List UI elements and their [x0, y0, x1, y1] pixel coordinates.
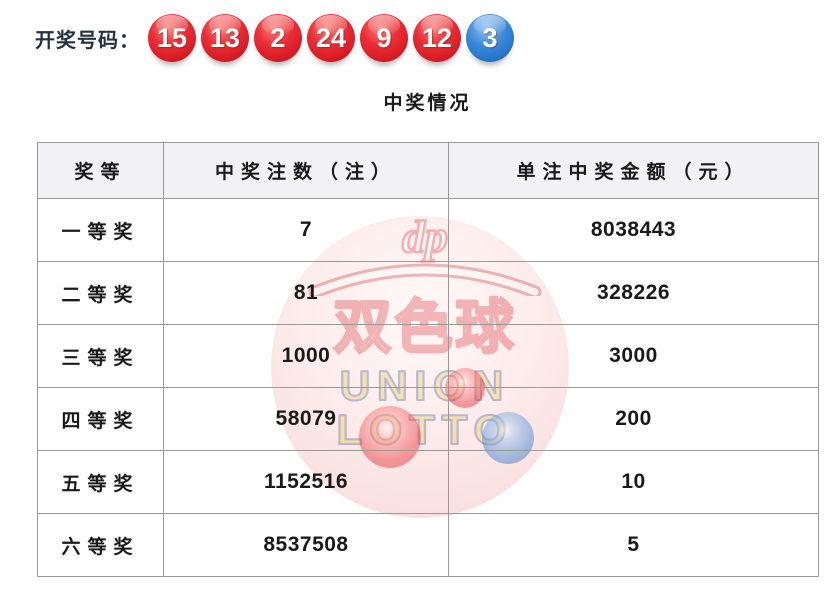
table-row-first-prize: 一等奖 7 8038443 — [37, 198, 819, 262]
prize-amount-cell: 3000 — [448, 324, 819, 388]
red-ball-1: 15 — [148, 14, 196, 62]
ball-number: 24 — [315, 22, 347, 53]
prize-level-cell: 三等奖 — [37, 324, 164, 388]
prize-amount-cell: 8038443 — [448, 198, 819, 262]
winning-bets-cell: 8537508 — [163, 513, 449, 577]
prize-level-cell: 四等奖 — [37, 387, 164, 451]
prize-amount-cell: 328226 — [448, 261, 819, 325]
table-row-fourth-prize: 四等奖 58079 200 — [37, 387, 819, 451]
red-ball-6: 12 — [413, 14, 461, 62]
ball-number: 12 — [421, 22, 453, 53]
col-header-prize-amount: 单注中奖金额（元） — [448, 142, 819, 199]
blue-ball: 3 — [466, 14, 514, 62]
winning-bets-cell: 58079 — [163, 387, 449, 451]
table-row-sixth-prize: 六等奖 8537508 5 — [37, 513, 819, 577]
table-row-fifth-prize: 五等奖 1152516 10 — [37, 450, 819, 514]
draw-balls: 15 13 2 24 9 12 3 — [148, 14, 514, 62]
ball-number: 9 — [376, 22, 392, 53]
table-row-second-prize: 二等奖 81 328226 — [37, 261, 819, 325]
table-header-row: 奖等 中奖注数（注） 单注中奖金额（元） — [37, 142, 819, 199]
col-header-winning-bets: 中奖注数（注） — [163, 142, 449, 199]
winning-bets-cell: 1000 — [163, 324, 449, 388]
red-ball-2: 13 — [201, 14, 249, 62]
winning-bets-cell: 1152516 — [163, 450, 449, 514]
winning-bets-cell: 81 — [163, 261, 449, 325]
prize-amount-cell: 200 — [448, 387, 819, 451]
ball-number: 2 — [270, 22, 286, 53]
winning-bets-cell: 7 — [163, 198, 449, 262]
prize-level-cell: 六等奖 — [37, 513, 164, 577]
prize-level-cell: 二等奖 — [37, 261, 164, 325]
col-header-prize-level: 奖等 — [37, 142, 164, 199]
table-row-third-prize: 三等奖 1000 3000 — [37, 324, 819, 388]
prize-level-cell: 五等奖 — [37, 450, 164, 514]
prize-amount-cell: 5 — [448, 513, 819, 577]
prize-level-cell: 一等奖 — [37, 198, 164, 262]
ball-number: 15 — [156, 22, 188, 53]
draw-numbers-label: 开奖号码： — [35, 29, 140, 52]
red-ball-4: 24 — [307, 14, 355, 62]
page-title: 中奖情况 — [383, 93, 472, 114]
lottery-results-page: 开奖号码： 15 13 2 24 9 12 3 中奖情况 奖等 中奖注数（注） … — [0, 0, 840, 577]
red-ball-5: 9 — [360, 14, 408, 62]
draw-numbers-section: 开奖号码： 15 13 2 24 9 12 3 — [0, 0, 840, 64]
prize-table: 奖等 中奖注数（注） 单注中奖金额（元） 一等奖 7 8038443 二等奖 8… — [37, 142, 819, 577]
ball-number: 13 — [209, 22, 241, 53]
prize-amount-cell: 10 — [448, 450, 819, 514]
red-ball-3: 2 — [254, 14, 302, 62]
ball-number: 3 — [482, 22, 498, 53]
